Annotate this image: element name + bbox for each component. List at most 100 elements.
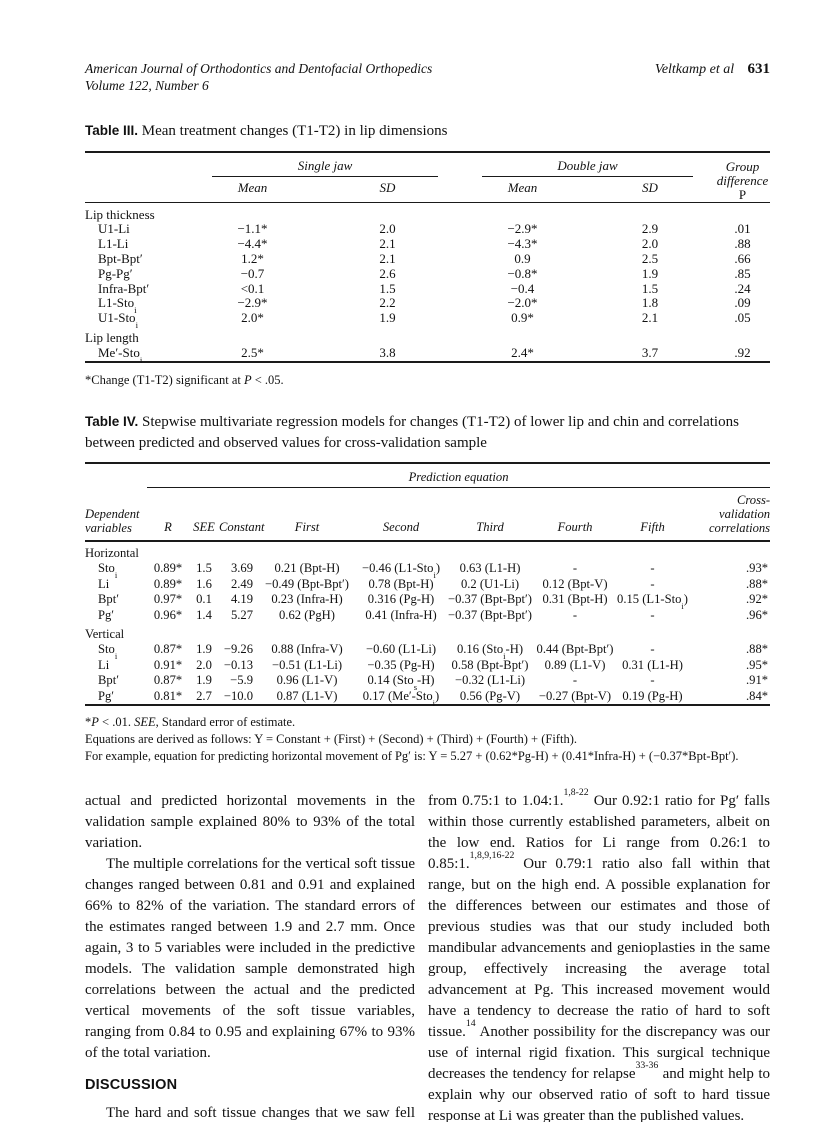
cell-first: −0.51 (L1-Li) (271, 657, 343, 672)
table-3: Single jaw Double jaw Group difference P… (85, 151, 770, 364)
table-4: Prediction equation Dependent variables … (85, 461, 771, 707)
empty-cell (85, 463, 147, 493)
table-row: Bpt′ 0.97* 0.1 4.19 0.23 (Infra-H) 0.316… (85, 592, 770, 612)
cell-first: 0.96 (L1-V) (276, 673, 338, 688)
cell-sd-single: 1.5 (379, 280, 396, 296)
column-header-mean-single: Mean (237, 179, 268, 195)
cell-constant: −10.0 (223, 688, 253, 703)
section-row-horizontal: Horizontal (85, 539, 771, 562)
cell-cross-validation: .96* (746, 607, 769, 622)
cell-fourth: 0.12 (Bpt-V) (542, 576, 608, 591)
cell-constant: −9.26 (223, 642, 253, 657)
row-label: Li (98, 576, 110, 591)
cell-fourth: −0.27 (Bpt-V) (538, 688, 612, 703)
cell-see: 0.1 (196, 592, 212, 607)
table4-body: Horizontal Stoi 0.89* 1.5 3.69 0.21 (Bpt… (85, 539, 771, 707)
cell-mean-single: −1.1* (237, 221, 268, 237)
cell-fifth: 0.31 (L1-H) (622, 657, 683, 672)
cell-mean-single: 2.0* (241, 310, 264, 326)
row-label: Stoi (98, 642, 118, 662)
table-row: Pg′ 0.81* 2.7 −10.0 0.87 (L1-V) 0.17 (Me… (85, 688, 770, 707)
cell-see: 1.6 (196, 576, 212, 591)
cell-fifth: 0.19 (Pg-H) (622, 688, 683, 703)
table3-caption: Table III. Mean treatment changes (T1-T2… (85, 120, 770, 142)
column-header-cross-validation: Cross-validation correlations (708, 492, 771, 535)
cell-constant: 4.19 (230, 592, 253, 607)
row-label: Pg′ (98, 607, 115, 622)
column-header-r: R (164, 519, 172, 534)
author-page-ref: Veltkamp et al 631 (655, 60, 770, 78)
cell-sd-single: 1.9 (379, 310, 396, 326)
table4-subheader-row: Dependent variables R SEE Constant First… (85, 493, 770, 541)
row-label: Infra-Bpt′ (98, 280, 150, 296)
cell-first: −0.49 (Bpt-Bpt′) (264, 576, 350, 591)
cell-mean-double: −4.3* (507, 236, 538, 252)
cell-see: 1.4 (196, 607, 212, 622)
cell-mean-single: −2.9* (237, 295, 268, 311)
cell-r: 0.89* (153, 576, 183, 591)
cell-mean-double: −2.9* (507, 221, 538, 237)
cell-cross-validation: .93* (746, 561, 769, 576)
cell-see: 2.7 (196, 688, 212, 703)
cell-sd-single: 2.0 (379, 221, 396, 237)
section-row-vertical: Vertical (85, 627, 125, 641)
column-header-sd-single: SD (379, 179, 396, 195)
section-row-lip-thickness: Lip thickness (85, 201, 770, 223)
cell-see: 1.5 (196, 561, 212, 576)
table4-spanner-row: Prediction equation (85, 463, 771, 493)
column-header-sd-double: SD (642, 179, 658, 195)
cell-fifth: - (650, 576, 655, 591)
row-label: L1-Stoi (98, 295, 137, 316)
table3-footnote: *Change (T1-T2) significant at P < .05. (85, 372, 284, 387)
journal-title: American Journal of Orthodontics and Den… (85, 61, 433, 76)
cell-mean-double: −0.8* (507, 265, 538, 281)
cell-third: 0.58 (Bpt-Bpt′) (451, 657, 529, 672)
cell-r: 0.81* (153, 688, 183, 703)
cell-fifth: 0.15 (L1-Stoi) (617, 592, 688, 612)
cell-cross-validation: .92* (746, 592, 769, 607)
article-body: actual and predicted horizontal movement… (85, 786, 771, 1122)
cell-third: −0.37 (Bpt-Bpt′) (447, 592, 533, 607)
table-row: Stoi 0.89* 1.5 3.69 0.21 (Bpt-H) −0.46 (… (85, 561, 770, 579)
row-label: Li (98, 657, 110, 672)
table4-header: Prediction equation Dependent variables … (85, 463, 771, 541)
cell-sd-double: 3.7 (641, 344, 659, 360)
column-header-third: Third (476, 519, 504, 534)
section-row-lip-length: Lip length (85, 329, 139, 345)
cell-first: 0.62 (PgH) (279, 607, 335, 622)
table-row: Bpt′ 0.87* 1.9 −5.9 0.96 (L1-V) 0.14 (St… (85, 673, 770, 691)
cell-fifth: - (650, 642, 655, 657)
column-header-mean-double: Mean (507, 179, 538, 195)
cell-p-value: .85 (734, 265, 751, 281)
cell-sd-single: 2.1 (379, 250, 396, 266)
row-label: Bpt′ (98, 673, 119, 688)
cell-sd-double: 2.9 (641, 221, 659, 237)
table-row: Li 0.89* 1.6 2.49 −0.49 (Bpt-Bpt′) 0.78 … (85, 577, 770, 592)
table4-footnotes: *P < .01. SEE, Standard error of estimat… (85, 714, 770, 765)
cell-mean-single: 1.2* (241, 250, 264, 266)
column-header-second: Second (382, 519, 420, 534)
table3-body: Lip thickness U1-Li −1.1* 2.0 −2.9* 2.9 … (85, 201, 770, 364)
table4-caption: Table IV. Stepwise multivariate regressi… (85, 411, 745, 454)
spanner-single-jaw: Single jaw (190, 152, 460, 177)
paragraph: from 0.75:1 to 1.04:1.1,8-22 Our 0.92:1 … (428, 786, 771, 1122)
cell-first: 0.88 (Infra-V) (271, 642, 343, 657)
cell-p-value: .92 (734, 344, 751, 360)
cell-mean-single: 2.5* (241, 344, 264, 360)
spanner-prediction-equation: Prediction equation (147, 463, 771, 493)
cell-fifth: - (650, 607, 655, 622)
column-header-fourth: Fourth (557, 519, 593, 534)
column-header-first: First (294, 519, 320, 534)
cell-sd-double: 1.5 (641, 280, 659, 296)
cell-r: 0.87* (153, 642, 183, 657)
table-row: U1-Stoi 2.0* 1.9 0.9* 2.1 .05 (85, 310, 770, 329)
table-row: Li 0.91* 2.0 −0.13 −0.51 (L1-Li) −0.35 (… (85, 658, 770, 673)
cell-sd-single: 2.6 (379, 265, 396, 281)
cell-p-value: .24 (734, 280, 751, 296)
table4-caption-label: Table IV. (85, 413, 139, 429)
cell-constant: 5.27 (230, 607, 253, 622)
cell-p-value: .88 (734, 236, 751, 252)
table-row: L1-Li −4.4* 2.1 −4.3* 2.0 .88 (85, 236, 770, 252)
row-label: Pg′ (98, 688, 115, 703)
table3-header: Single jaw Double jaw Group difference P… (85, 152, 770, 202)
